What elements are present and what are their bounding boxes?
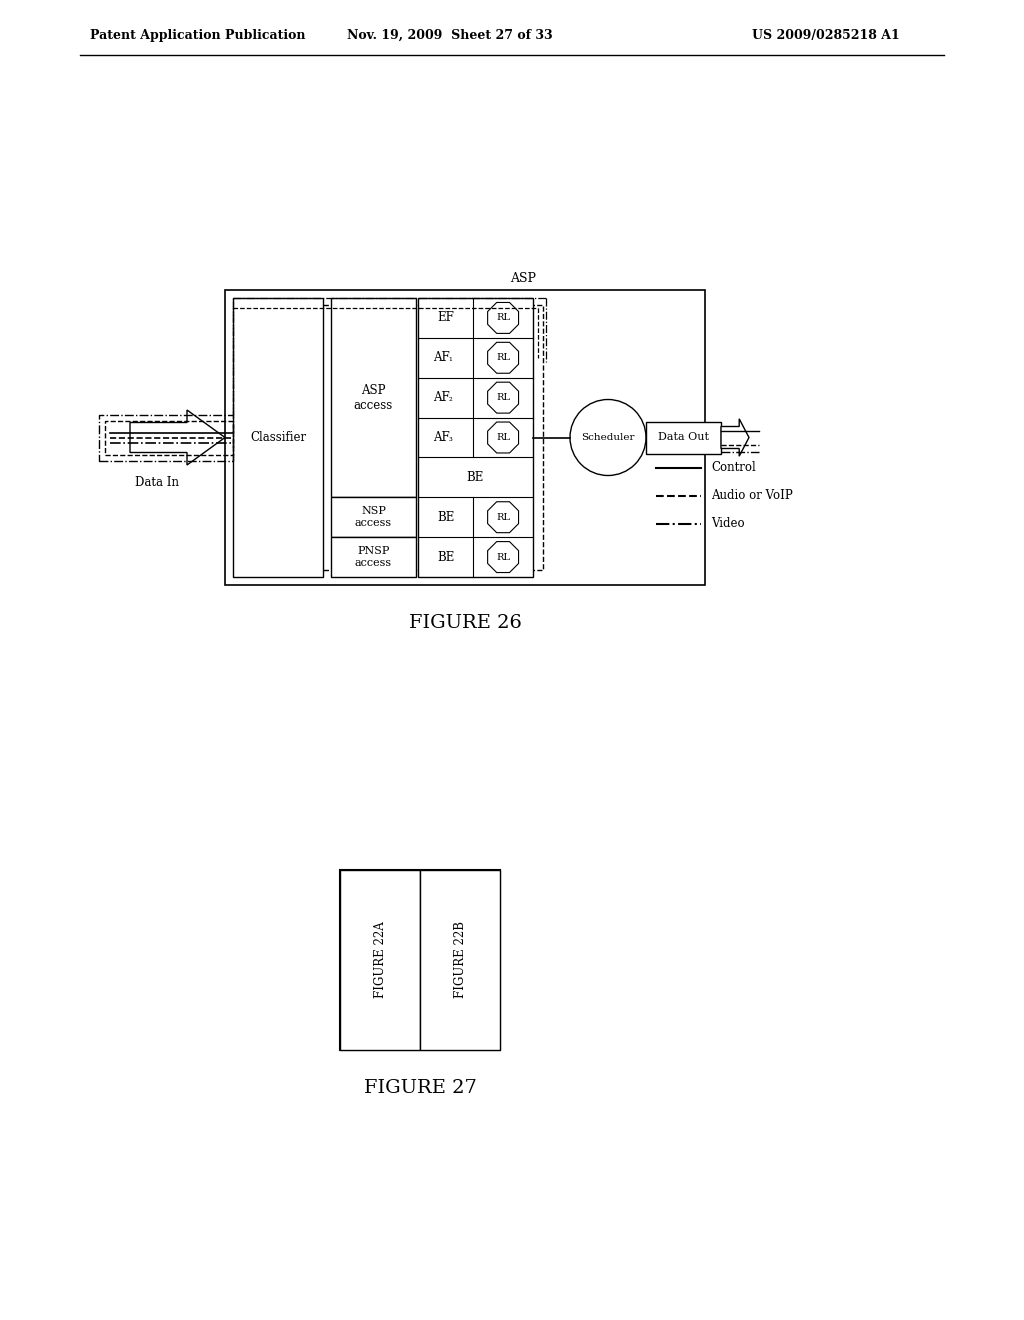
Polygon shape xyxy=(487,541,518,573)
Text: BE: BE xyxy=(437,550,455,564)
Circle shape xyxy=(570,400,646,475)
Text: Nov. 19, 2009  Sheet 27 of 33: Nov. 19, 2009 Sheet 27 of 33 xyxy=(347,29,553,41)
Text: BE: BE xyxy=(437,511,455,524)
Text: Patent Application Publication: Patent Application Publication xyxy=(90,29,305,41)
Bar xyxy=(225,290,705,585)
Text: ₁: ₁ xyxy=(449,354,453,363)
Text: BE: BE xyxy=(467,471,484,484)
Text: Data Out: Data Out xyxy=(658,433,709,442)
Text: RL: RL xyxy=(496,512,510,521)
Bar xyxy=(331,498,416,537)
Text: RL: RL xyxy=(496,393,510,403)
Text: FIGURE 27: FIGURE 27 xyxy=(364,1078,476,1097)
Text: AF: AF xyxy=(433,351,450,364)
Bar xyxy=(331,537,416,577)
Polygon shape xyxy=(721,418,749,457)
Polygon shape xyxy=(487,383,518,413)
Bar xyxy=(105,421,233,454)
Text: ₃: ₃ xyxy=(449,434,453,444)
Bar xyxy=(340,870,500,1049)
Text: AF: AF xyxy=(433,432,450,444)
Text: Classifier: Classifier xyxy=(250,432,306,444)
Text: NSP
access: NSP access xyxy=(355,507,392,528)
Text: Control: Control xyxy=(711,461,756,474)
Polygon shape xyxy=(487,302,518,334)
Bar xyxy=(331,298,416,498)
Text: ASP
access: ASP access xyxy=(354,384,393,412)
Bar xyxy=(646,421,721,454)
Polygon shape xyxy=(130,411,225,465)
Bar xyxy=(234,305,543,570)
Bar xyxy=(99,414,233,461)
Text: ASP: ASP xyxy=(510,272,536,285)
Text: ₂: ₂ xyxy=(449,395,453,403)
Text: RL: RL xyxy=(496,313,510,322)
Text: US 2009/0285218 A1: US 2009/0285218 A1 xyxy=(753,29,900,41)
Bar xyxy=(420,870,500,1049)
Text: FIGURE 22B: FIGURE 22B xyxy=(454,921,467,998)
Text: Data In: Data In xyxy=(135,477,179,490)
Bar xyxy=(418,298,534,577)
Text: FIGURE 26: FIGURE 26 xyxy=(409,614,521,632)
Text: FIGURE 22A: FIGURE 22A xyxy=(374,921,386,998)
Text: RL: RL xyxy=(496,553,510,561)
Bar xyxy=(340,870,420,1049)
Text: Audio or VoIP: Audio or VoIP xyxy=(711,488,793,502)
Text: AF: AF xyxy=(433,391,450,404)
Text: Scheduler: Scheduler xyxy=(582,433,635,442)
Polygon shape xyxy=(487,342,518,374)
Text: EF: EF xyxy=(437,312,454,325)
Polygon shape xyxy=(487,502,518,533)
Polygon shape xyxy=(487,422,518,453)
Text: RL: RL xyxy=(496,433,510,442)
Text: Video: Video xyxy=(711,517,744,531)
Bar xyxy=(233,298,323,577)
Text: PNSP
access: PNSP access xyxy=(355,546,392,568)
Text: RL: RL xyxy=(496,354,510,362)
